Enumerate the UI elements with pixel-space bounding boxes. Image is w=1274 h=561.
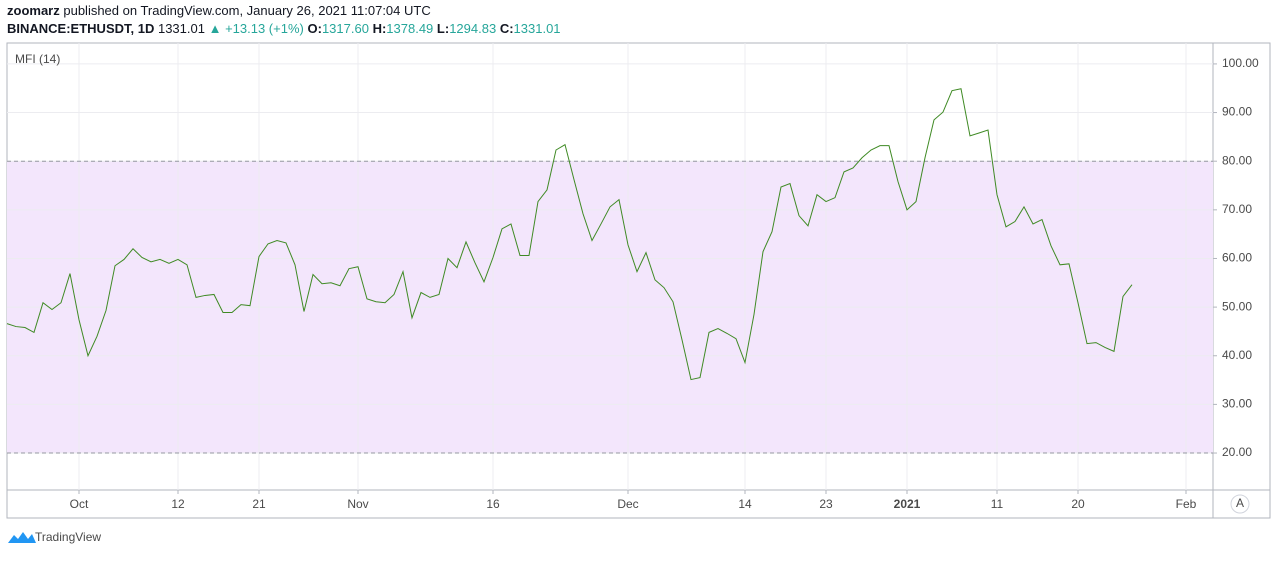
mfi-line (6, 88, 1133, 381)
y-tick-label: 90.00 (1222, 105, 1252, 119)
x-tick-label: Dec (617, 497, 638, 511)
change: ▲ +13.13 (+1%) (209, 21, 304, 36)
x-tick-label: 23 (819, 497, 833, 511)
x-tick-label: 11 (991, 497, 1004, 511)
symbol: BINANCE:ETHUSDT, 1D (7, 21, 154, 36)
ohlc-value: 1317.60 (322, 21, 369, 36)
x-tick-label: Feb (1176, 497, 1197, 511)
ohlc-label: L: (437, 21, 449, 36)
y-tick-label: 80.00 (1222, 153, 1252, 167)
y-tick-label: 40.00 (1222, 348, 1252, 362)
x-tick-label: 21 (252, 497, 266, 511)
ohlc-label: C: (500, 21, 514, 36)
publisher: zoomarz (7, 3, 60, 18)
x-tick-label: 12 (171, 497, 185, 511)
x-tick-label: 2021 (894, 497, 921, 511)
y-tick-label: 100.00 (1222, 56, 1259, 70)
y-tick-label: 50.00 (1222, 299, 1252, 313)
y-tick-label: 70.00 (1222, 202, 1252, 216)
ohlc-value: 1331.01 (514, 21, 561, 36)
ohlc-label: H: (373, 21, 387, 36)
brand: TradingView (35, 530, 101, 544)
y-tick-label: 20.00 (1222, 445, 1252, 459)
plot: 100.00 90.00 80.00 70.00 60.00 50.00 40.00 30.0… (6, 43, 1259, 511)
x-tick-label: 14 (738, 497, 752, 511)
last: 1331.01 (158, 21, 205, 36)
ohlc-label: O: (307, 21, 321, 36)
x-tick-label: 16 (486, 497, 500, 511)
x-tick-label: Nov (347, 497, 368, 511)
logo-icon (8, 532, 36, 543)
x-tick-label: Oct (70, 497, 89, 511)
indicator-title: MFI (14) (15, 52, 60, 66)
y-tick-label: 60.00 (1222, 251, 1252, 265)
scale-button-label[interactable]: A (1236, 496, 1244, 510)
x-tick-label: 20 (1071, 497, 1085, 511)
ohlc-value: 1378.49 (386, 21, 433, 36)
scale-button[interactable] (1230, 494, 1250, 514)
published: published on TradingView.com, January 26… (63, 3, 430, 18)
ohlc-value: 1294.83 (449, 21, 496, 36)
symbol-line: BINANCE:ETHUSDT, 1D 1331.01 ▲ +13.13 (+1… (7, 21, 561, 36)
y-tick-label: 30.00 (1222, 397, 1252, 411)
header-line: zoomarz published on TradingView.com, Ja… (7, 3, 431, 18)
